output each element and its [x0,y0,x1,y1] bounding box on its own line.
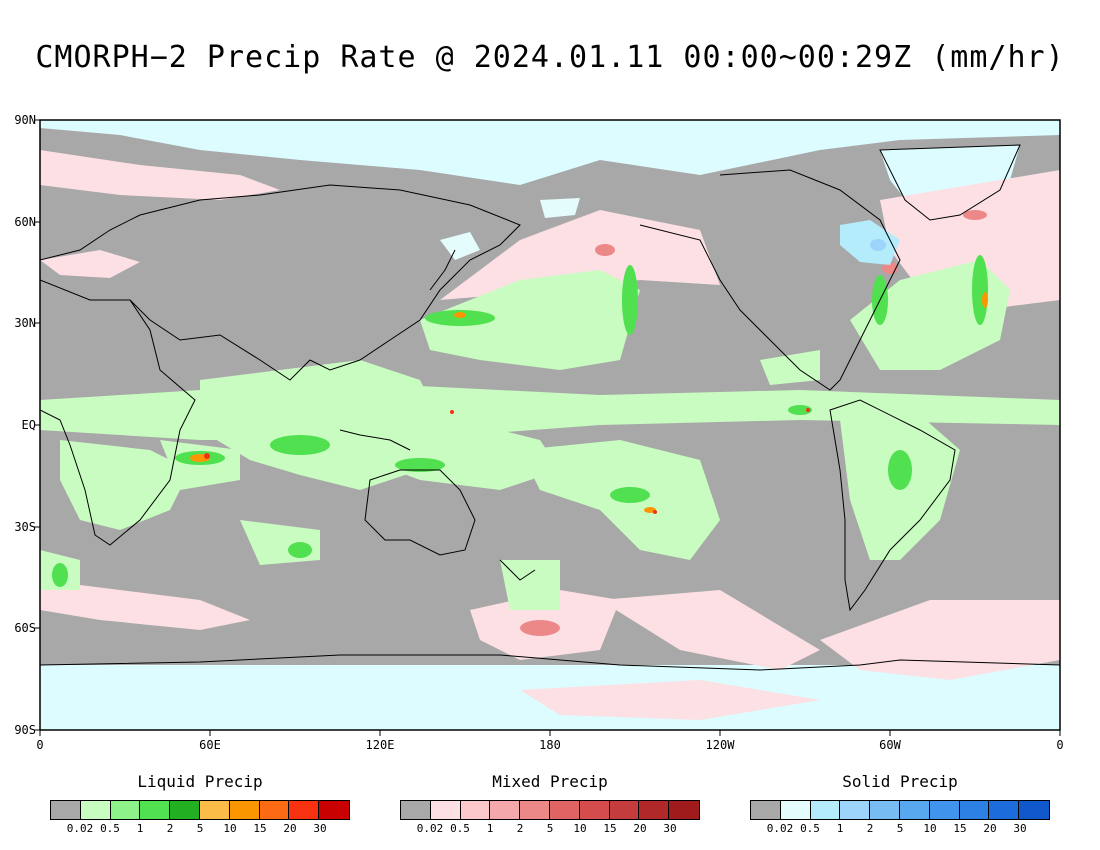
legend-swatch [959,801,990,819]
legend-swatch [780,801,811,819]
solid-precip-areas [440,198,900,265]
legend-tick-label: 15 [953,822,967,835]
legend-tick-label: 0.02 [66,822,94,835]
legend-tick-label: 10 [923,822,937,835]
legend-tick-label: 15 [603,822,617,835]
legend-swatch [289,801,320,819]
legend-tick-label: 5 [546,822,554,835]
legend-swatch [110,801,141,819]
legend-swatch [870,801,900,819]
legend-swatch [840,801,871,819]
legend-tick-label: 30 [1013,822,1027,835]
lat-label-30s: 30S [14,520,36,534]
legend-swatch [751,801,781,819]
legend-tick-label: 30 [313,822,327,835]
legend-swatch [80,801,111,819]
map-title: CMORPH−2 Precip Rate @ 2024.01.11 00:00~… [35,40,1065,75]
legend-tick-label: 1 [836,822,844,835]
legend-swatch [259,801,290,819]
legend-swatch [51,801,81,819]
coastlines [40,144,1060,671]
lon-label-60e: 60E [199,738,221,752]
legend-swatch [929,801,960,819]
legend-tick-label: 2 [516,822,524,835]
lat-label-eq: EQ [21,418,36,432]
legend-tick-label: 0.02 [416,822,444,835]
legend-swatch [199,801,230,819]
legend-tick-label: 2 [866,822,874,835]
legend-swatch [229,801,260,819]
arctic-ice [40,120,1060,185]
mixed-legend-title: Mixed Precip [492,772,608,791]
legend-swatch [549,801,580,819]
legend-tick-label: 10 [573,822,587,835]
legend-tick-label: 15 [253,822,267,835]
legend-swatch [579,801,610,819]
legend-swatch [669,801,699,819]
legend-tick-label: 5 [196,822,204,835]
lat-label-30n: 30N [14,316,36,330]
legend-tick-label: 0.02 [766,822,794,835]
legend-tick-label: 10 [223,822,237,835]
legend-tick-label: 1 [486,822,494,835]
legend-swatch [639,801,670,819]
liquid-precip-moderate [52,255,988,587]
legend-tick-label: 5 [896,822,904,835]
legend-swatch [430,801,461,819]
legend-swatch [1019,801,1049,819]
legend-tick-label: 0.5 [800,822,820,835]
lon-label-60w: 60W [879,738,901,752]
lon-label-180: 180 [539,738,561,752]
legend-tick-label: 0.5 [450,822,470,835]
lon-label-120w: 120W [705,738,735,752]
lon-label-120e: 120E [365,738,395,752]
lat-label-90s: 90S [14,723,36,737]
legend-swatch [319,801,349,819]
legend-swatch [170,801,200,819]
legend-tick-label: 20 [283,822,297,835]
lat-label-60s: 60S [14,621,36,635]
liquid-precip-light [40,260,1060,610]
lat-label-90n: 90N [14,113,36,127]
lat-label-60n: 60N [14,215,36,229]
legend-swatch [490,801,521,819]
solid-legend-bar [750,800,1050,820]
legend-tick-label: 1 [136,822,144,835]
mixed-legend-bar [400,800,700,820]
lon-label-0-east: 0 [1056,738,1064,752]
legend-swatch [609,801,640,819]
legend-tick-label: 20 [633,822,647,835]
legend-swatch [401,801,431,819]
legend-swatch [810,801,841,819]
lon-label-0: 0 [36,738,44,752]
legend-tick-label: 0.5 [100,822,120,835]
liquid-legend-title: Liquid Precip [137,772,263,791]
legend-swatch [520,801,550,819]
legend-tick-label: 2 [166,822,174,835]
legend-swatch [460,801,491,819]
legend-tick-label: 20 [983,822,997,835]
legend-tick-label: 30 [663,822,677,835]
liquid-legend-bar [50,800,350,820]
axis-ticks [34,119,1061,736]
legend-swatch [899,801,930,819]
legend-swatch [140,801,171,819]
legend-swatch [989,801,1020,819]
solid-legend-title: Solid Precip [842,772,958,791]
liquid-precip-intense [204,408,810,514]
